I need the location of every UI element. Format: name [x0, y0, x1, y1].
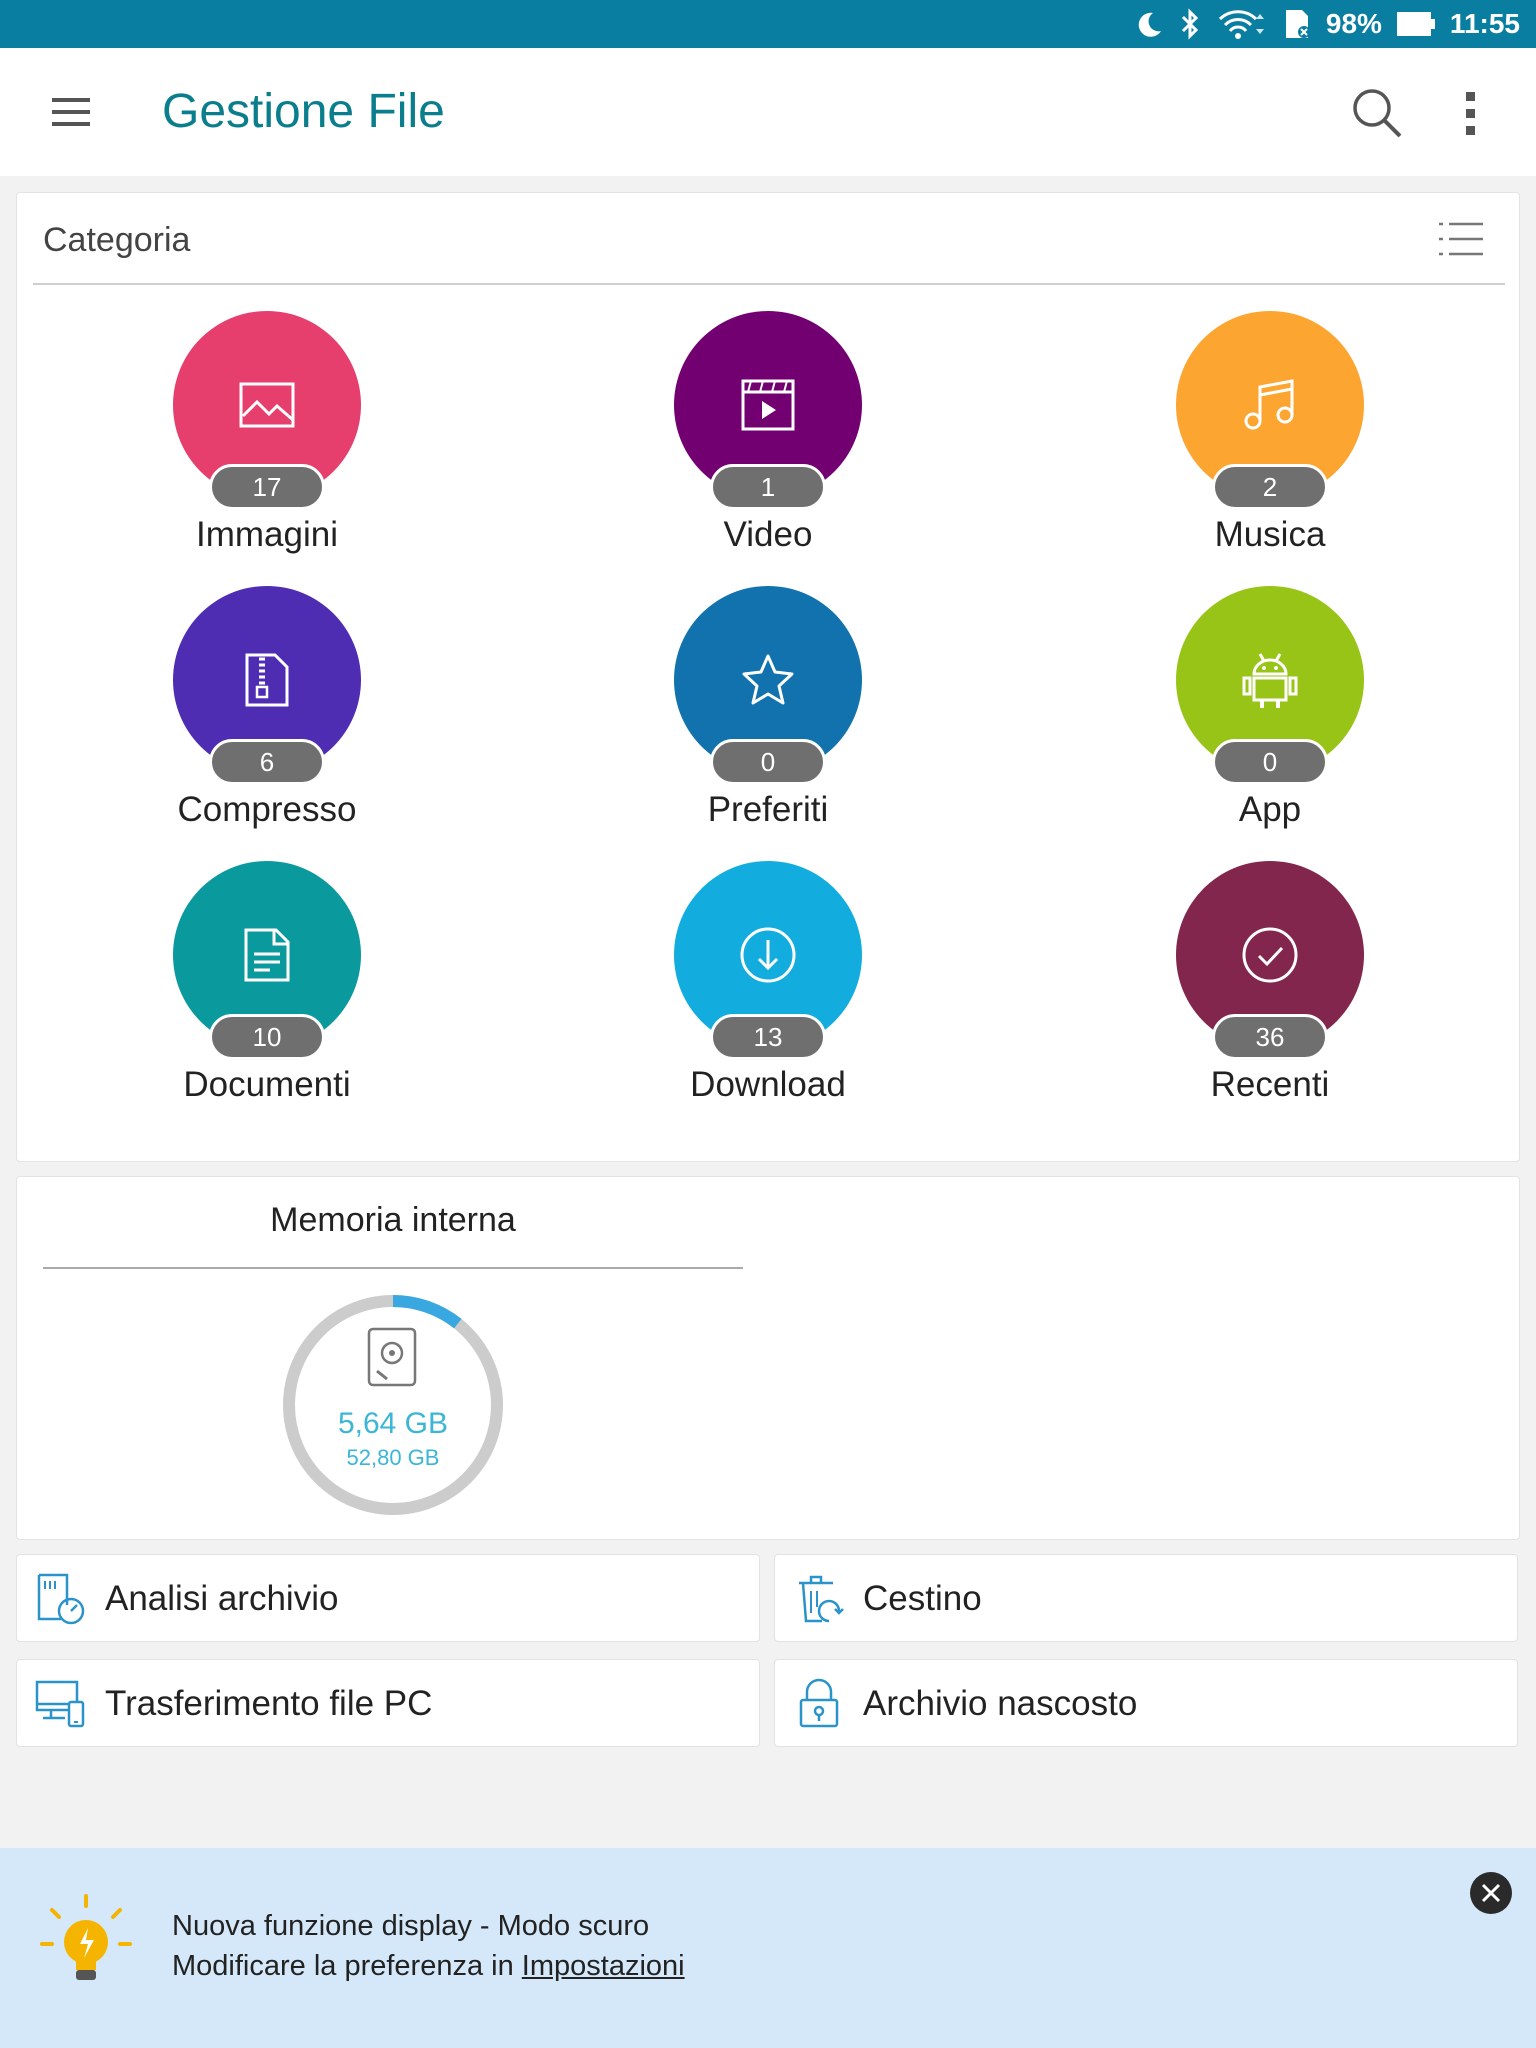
category-title: Categoria [43, 221, 191, 259]
lightbulb-icon [40, 1894, 132, 1980]
tool-label: Cestino [863, 1579, 982, 1618]
category-item-compresso[interactable]: 6 Compresso [147, 586, 387, 846]
more-vert-icon [1466, 92, 1475, 135]
category-item-preferiti[interactable]: 0 Preferiti [648, 586, 888, 846]
tool-label: Trasferimento file PC [105, 1684, 433, 1723]
category-item-immagini[interactable]: 17 Immagini [147, 311, 387, 571]
status-bar: 98% 11:55 [0, 0, 1536, 48]
recent-icon [1242, 927, 1298, 983]
storage-usage-ring [283, 1295, 503, 1515]
search-icon [1353, 89, 1402, 138]
pc-transfer-icon [35, 1680, 85, 1728]
category-label: Preferiti [707, 790, 829, 829]
category-label: Immagini [196, 515, 338, 554]
storage-used-arc [392, 1295, 462, 1329]
zip-icon [245, 653, 289, 707]
download-icon [740, 927, 796, 983]
music-icon [1244, 379, 1294, 430]
count-badge: 0 [1212, 739, 1328, 785]
memory-used: 5,64 GB [337, 1407, 449, 1440]
tool-label: Archivio nascosto [863, 1684, 1138, 1723]
category-label: Video [723, 515, 813, 554]
settings-link[interactable]: Impostazioni [521, 1950, 685, 1982]
android-icon [1242, 653, 1298, 708]
count-badge: 2 [1212, 464, 1328, 510]
close-tip-button[interactable] [1470, 1872, 1512, 1914]
dark-mode-tip-banner: Nuova funzione display - Modo scuro Modi… [0, 1848, 1536, 2048]
hidden-archive-button[interactable]: Archivio nascosto [774, 1659, 1518, 1747]
memory-divider [43, 1267, 743, 1269]
tip-text: Modificare la preferenza in Impostazioni [172, 1950, 685, 1983]
page-title: Gestione File [162, 85, 445, 138]
tip-title: Nuova funzione display - Modo scuro [172, 1910, 650, 1942]
count-badge: 10 [209, 1014, 325, 1060]
menu-icon [52, 98, 90, 126]
battery-percent: 98% [1325, 8, 1382, 39]
battery-icon [1396, 12, 1435, 36]
tool-label: Analisi archivio [105, 1579, 339, 1618]
memory-total: 52,80 GB [346, 1445, 440, 1470]
category-label: Download [690, 1065, 846, 1104]
category-item-documenti[interactable]: 10 Documenti [147, 861, 387, 1121]
category-label: App [1238, 790, 1302, 829]
count-badge: 13 [710, 1014, 826, 1060]
memory-title: Memoria interna [270, 1201, 516, 1239]
star-icon [742, 654, 794, 705]
tip-text-prefix: Modificare la preferenza in [172, 1950, 522, 1982]
count-badge: 1 [710, 464, 826, 510]
moon-icon [1138, 12, 1161, 37]
hard-disk-icon [367, 1327, 417, 1387]
list-view-button[interactable] [1437, 219, 1485, 259]
storage-analysis-button[interactable]: Analisi archivio [16, 1554, 760, 1642]
app-bar: Gestione File [0, 48, 1536, 176]
category-label: Recenti [1210, 1065, 1330, 1104]
video-icon [741, 379, 795, 431]
count-badge: 36 [1212, 1014, 1328, 1060]
more-options-button[interactable] [1454, 88, 1490, 138]
count-badge: 0 [710, 739, 826, 785]
search-button[interactable] [1350, 86, 1404, 140]
category-item-video[interactable]: 1 Video [648, 311, 888, 571]
count-badge: 6 [209, 739, 325, 785]
image-icon [239, 382, 295, 428]
internal-memory-card[interactable]: Memoria interna 5,64 GB 52,80 GB [16, 1176, 1520, 1540]
sd-card-icon [1285, 10, 1310, 38]
category-header: Categoria [33, 193, 1505, 285]
category-card: Categoria 17 Immagini 1 Video 2 Musica 6… [16, 192, 1520, 1162]
category-label: Documenti [183, 1065, 351, 1104]
pc-transfer-button[interactable]: Trasferimento file PC [16, 1659, 760, 1747]
storage-analysis-icon [37, 1573, 85, 1625]
category-item-musica[interactable]: 2 Musica [1150, 311, 1390, 571]
category-item-app[interactable]: 0 App [1150, 586, 1390, 846]
close-icon [1481, 1883, 1501, 1903]
list-view-icon [1439, 222, 1483, 256]
count-badge: 17 [209, 464, 325, 510]
bluetooth-icon [1181, 8, 1198, 40]
category-label: Musica [1214, 515, 1326, 554]
category-item-download[interactable]: 13 Download [648, 861, 888, 1121]
recycle-bin-icon [799, 1575, 844, 1623]
menu-button[interactable] [48, 92, 96, 132]
clock: 11:55 [1449, 8, 1520, 39]
document-icon [244, 928, 290, 982]
category-item-recenti[interactable]: 36 Recenti [1150, 861, 1390, 1121]
category-label: Compresso [177, 790, 357, 829]
hidden-lock-icon [799, 1678, 839, 1728]
recycle-bin-button[interactable]: Cestino [774, 1554, 1518, 1642]
wifi-icon [1218, 10, 1264, 39]
